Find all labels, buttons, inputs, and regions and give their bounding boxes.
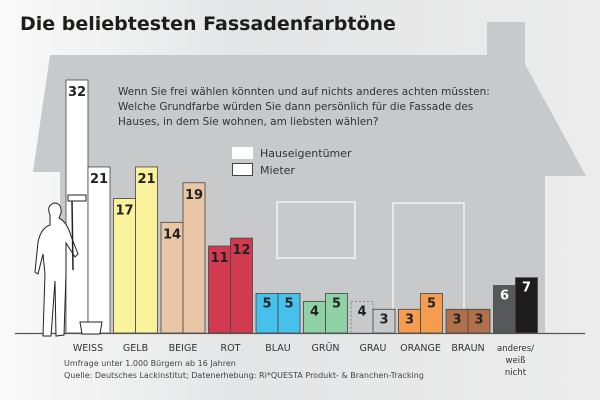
category-label: ROT: [221, 343, 241, 354]
category-label: anderes/: [497, 344, 534, 354]
data-label: 6: [500, 289, 509, 304]
bar-tenant: [135, 166, 158, 334]
data-label: 3: [452, 312, 461, 327]
legend-label-owner: Hauseigentümer: [260, 147, 352, 160]
footnote-line: Umfrage unter 1.000 Bürgern ab 16 Jahren: [64, 359, 236, 368]
legend-swatch-tenant: [232, 163, 253, 176]
data-label: 12: [232, 243, 250, 258]
legend-swatch-owner: [232, 147, 253, 159]
data-label: 19: [185, 188, 203, 203]
painter-figure: [34, 194, 103, 337]
window-outline: [276, 201, 356, 259]
category-label: BLAU: [265, 343, 291, 354]
category-label: BEIGE: [169, 343, 198, 354]
data-label: 21: [90, 172, 108, 187]
question-text: Wenn Sie frei wählen könnten und auf nic…: [118, 86, 490, 128]
category-label: nicht: [505, 368, 527, 378]
data-label: 3: [405, 312, 414, 327]
data-label: 5: [284, 296, 293, 311]
data-label: 4: [310, 304, 319, 319]
bar-owner: [65, 79, 89, 334]
footnote: Umfrage unter 1.000 Bürgern ab 16 Jahren…: [64, 359, 424, 380]
category-label: ORANGE: [400, 343, 441, 354]
data-label: 11: [210, 251, 228, 266]
category-label: GRÜN: [311, 343, 339, 354]
category-label: GRAU: [359, 343, 386, 354]
footnote-line: Quelle: Deutsches Lackinstitut; Datenerh…: [64, 371, 424, 380]
category-label: BRAUN: [451, 343, 484, 354]
chart-title: Die beliebtesten Fassadenfarbtöne: [20, 13, 396, 35]
data-label: 5: [262, 296, 271, 311]
data-label: 14: [163, 227, 181, 242]
data-label: 4: [357, 304, 366, 319]
bar-owner: [113, 198, 136, 334]
category-label: GELB: [123, 343, 148, 354]
question-line: Hauses, in dem Sie wohnen, am liebsten w…: [118, 116, 378, 128]
bar-tenant: [87, 166, 111, 334]
question-line: Wenn Sie frei wählen könnten und auf nic…: [118, 86, 490, 98]
data-label: 3: [474, 312, 483, 327]
data-label: 3: [379, 312, 388, 327]
bar-tenant: [182, 182, 206, 334]
legend-label-tenant: Mieter: [260, 164, 295, 177]
data-label: 32: [68, 85, 86, 100]
data-label: 17: [115, 204, 133, 219]
question-line: Welche Grundfarbe würden Sie dann persön…: [118, 101, 473, 113]
data-label: 7: [522, 281, 531, 296]
data-label: 5: [332, 296, 341, 311]
data-label: 21: [137, 172, 155, 187]
category-label: weiß: [506, 356, 526, 366]
category-label: WEISS: [73, 343, 103, 354]
data-label: 5: [427, 296, 436, 311]
